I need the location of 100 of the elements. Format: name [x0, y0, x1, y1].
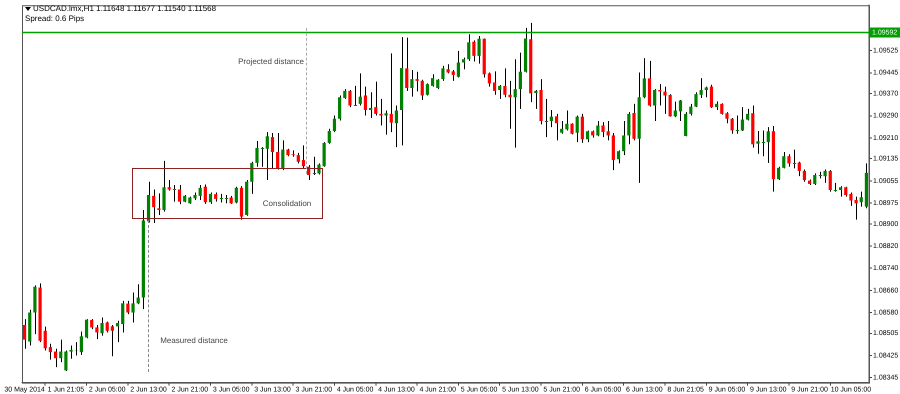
candlestick [792, 149, 797, 169]
candlestick [204, 184, 207, 204]
candlestick [761, 130, 766, 157]
candlestick [121, 300, 124, 333]
candlestick [255, 140, 259, 168]
candlestick [844, 186, 848, 198]
candlestick [689, 103, 692, 116]
chart-title: USDCAD.lmx,H1 1.11648 1.11677 1.11540 1.11568 [33, 4, 216, 14]
candlestick [281, 140, 284, 171]
candlestick [813, 172, 816, 186]
candlestick [358, 72, 362, 106]
candlestick [740, 106, 744, 132]
candlestick [276, 132, 280, 170]
candlestick [658, 84, 662, 106]
candlestick [106, 321, 109, 333]
candlestick [580, 113, 584, 144]
candlestick [828, 170, 832, 192]
candlestick [430, 74, 434, 88]
candlestick [250, 161, 254, 194]
candlestick [224, 194, 229, 204]
candlestick [131, 292, 135, 323]
candlestick [441, 65, 445, 82]
candlestick [456, 50, 460, 78]
candlestick [766, 126, 770, 164]
candlestick [514, 58, 517, 148]
candlestick [674, 101, 677, 118]
candlestick [622, 120, 626, 156]
candlestick [560, 120, 564, 134]
candlestick [374, 81, 378, 116]
candlestick [44, 326, 47, 351]
candlestick [302, 144, 306, 169]
candlestick [735, 114, 740, 134]
candlestick [787, 154, 791, 168]
candlestick [710, 84, 714, 108]
candlestick [518, 52, 522, 110]
candlestick [777, 166, 780, 181]
candlestick [270, 132, 274, 169]
candlestick [570, 122, 574, 135]
candlestick [498, 84, 502, 100]
candlestick [420, 79, 424, 100]
candlestick [415, 71, 419, 92]
candlestick [668, 94, 672, 118]
candlestick [462, 57, 466, 70]
candlestick [353, 85, 358, 106]
candlestick [328, 128, 331, 144]
candlestick [684, 112, 688, 137]
candlestick [550, 109, 553, 128]
candlestick [390, 52, 393, 133]
candlestick [544, 98, 549, 138]
candlestick [59, 339, 62, 363]
candlestick [172, 184, 177, 202]
candlestick [720, 102, 724, 116]
candlestick [802, 169, 806, 182]
candlestick [467, 34, 470, 62]
candlestick [343, 88, 346, 100]
candlestick [436, 78, 440, 90]
candlestick [725, 112, 729, 124]
candlestick [472, 40, 476, 62]
candlestick [596, 120, 600, 137]
candlestick [627, 112, 630, 145]
candlestick [426, 82, 430, 96]
candlestick [22, 318, 26, 350]
candlestick [116, 320, 120, 343]
candlestick [730, 117, 734, 134]
candlestick [492, 70, 496, 96]
candlestick [860, 191, 863, 208]
candlestick [477, 35, 481, 64]
candlestick [488, 72, 491, 88]
candlestick [565, 110, 568, 131]
candlestick [296, 152, 300, 164]
candlestick [606, 120, 610, 141]
candlestick [178, 184, 182, 205]
annotation: Measured distance [160, 336, 228, 346]
candlestick [410, 70, 414, 98]
candlestick [136, 284, 140, 305]
candlestick [198, 184, 202, 200]
candlestick [84, 318, 88, 339]
candlestick [694, 92, 698, 108]
candlestick [394, 105, 398, 148]
candlestick [338, 95, 342, 121]
candlestick [700, 78, 703, 99]
candlestick [54, 348, 58, 368]
candlestick [322, 142, 326, 168]
candlestick [576, 114, 579, 143]
candlestick [100, 316, 104, 336]
candlestick [452, 70, 455, 82]
candlestick [168, 180, 171, 192]
candlestick [798, 161, 801, 177]
candlestick [348, 89, 352, 108]
candlestick [586, 130, 590, 143]
candlestick [704, 86, 708, 98]
candlestick [48, 343, 52, 360]
candlestick [601, 122, 605, 138]
candlestick [234, 186, 238, 204]
candlestick [678, 99, 682, 122]
candlestick [214, 192, 218, 202]
candlestick [653, 88, 656, 122]
candlestick [152, 188, 156, 224]
candlestick [95, 324, 98, 340]
text: Spread: 0.6 Pips [25, 14, 84, 24]
